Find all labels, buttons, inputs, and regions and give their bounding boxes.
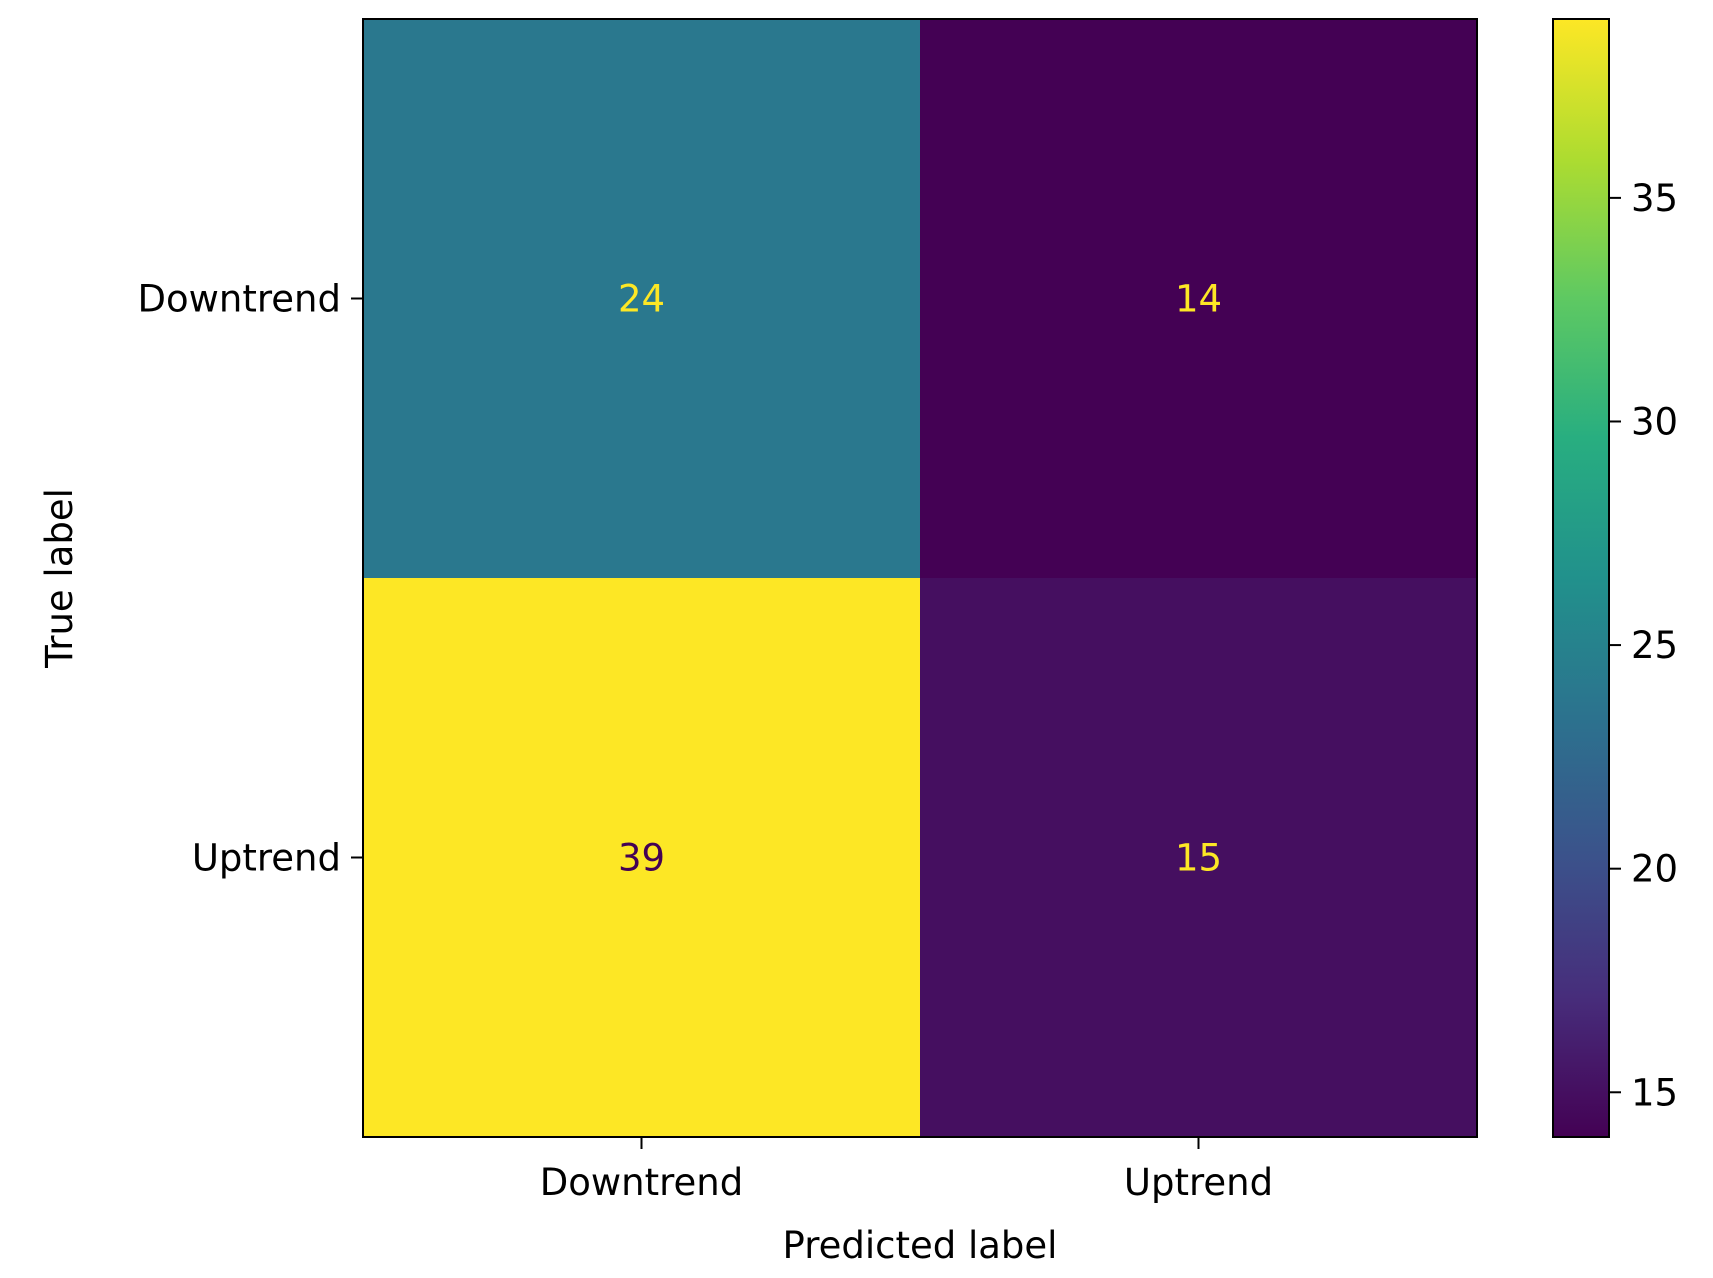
y-axis-label: True label xyxy=(38,488,81,669)
x-tick-label: Downtrend xyxy=(540,1161,743,1204)
x-axis-label: Predicted label xyxy=(783,1224,1058,1267)
y-tick-label: Downtrend xyxy=(138,278,341,321)
colorbar-ticks: 15 20 25 30 35 xyxy=(1609,177,1678,1114)
colorbar-tick-label: 25 xyxy=(1631,624,1678,667)
cell-value-label: 39 xyxy=(618,837,665,880)
matrix-cell xyxy=(920,19,1478,579)
x-tick-label: Uptrend xyxy=(1124,1161,1273,1204)
matrix-frame xyxy=(362,18,1478,1138)
matrix-cell xyxy=(363,578,921,1138)
x-axis-ticks: Downtrend Uptrend xyxy=(540,1137,1273,1204)
colorbar-tick-label: 35 xyxy=(1631,177,1678,220)
cell-value-label: 14 xyxy=(1175,278,1222,321)
colorbar xyxy=(1552,18,1610,1138)
colorbar-tick-label: 30 xyxy=(1631,400,1678,443)
y-tick-label: Uptrend xyxy=(192,837,341,880)
colorbar-tick-label: 20 xyxy=(1631,848,1678,891)
matrix-cells: 24 14 39 15 xyxy=(363,19,1478,1138)
cell-value-label: 15 xyxy=(1175,837,1222,880)
y-axis-ticks: Downtrend Uptrend xyxy=(138,278,363,880)
matrix-cell xyxy=(363,19,921,579)
cell-value-label: 24 xyxy=(618,278,665,321)
colorbar-tick-label: 15 xyxy=(1631,1071,1678,1114)
matrix-cell xyxy=(920,578,1478,1138)
